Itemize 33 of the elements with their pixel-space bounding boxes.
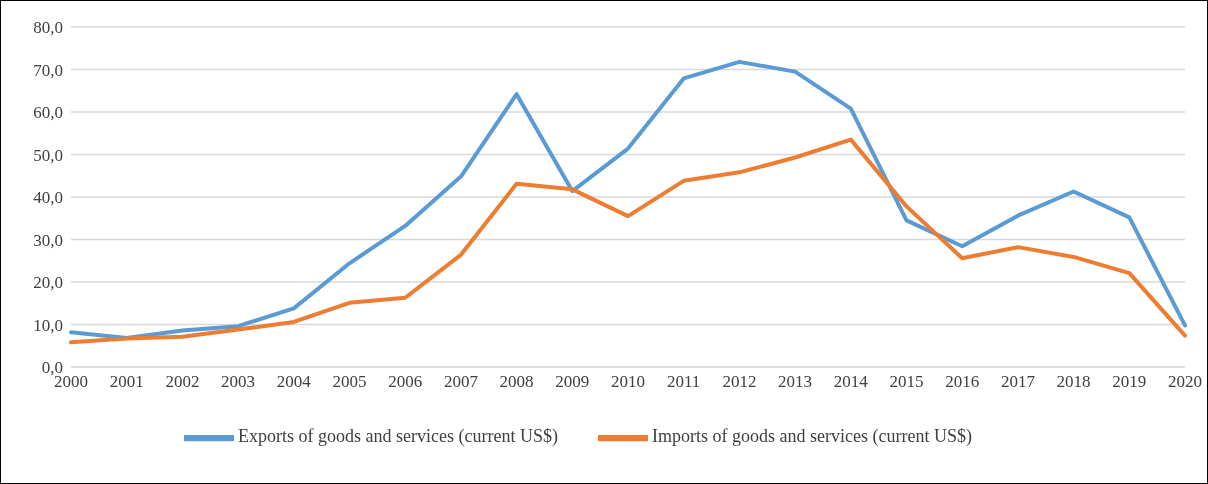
x-tick-label: 2020 [1168,372,1202,392]
x-tick-label: 2000 [54,372,88,392]
y-tick-label: 40,0 [33,188,63,208]
x-tick-label: 2011 [667,372,701,392]
x-tick-label: 2001 [109,372,144,392]
line-series [69,137,1187,345]
x-tick-label: 2018 [1056,372,1091,392]
y-tick-label: 70,0 [33,60,63,80]
x-tick-label: 2017 [1000,372,1036,392]
x-tick-label: 2002 [165,372,200,392]
x-tick-label: 2016 [945,372,980,392]
x-tick-label: 2004 [276,372,312,392]
y-tick-label: 30,0 [33,230,63,250]
x-tick-label: 2014 [833,372,869,392]
y-tick-label: 80,0 [33,18,63,38]
line-series [69,59,1187,341]
x-tick-label: 2007 [443,372,479,392]
x-tick-label: 2019 [1112,372,1147,392]
legend-label: Imports of goods and services (current US$) [652,426,972,447]
x-tick-label: 2009 [555,372,590,392]
y-tick-label: 10,0 [33,315,63,335]
x-tick-label: 2003 [221,372,256,392]
x-tick-label: 2012 [722,372,757,392]
x-tick-label: 2005 [332,372,367,392]
legend-label: Exports of goods and services (current US$) [238,426,558,447]
x-tick-label: 2015 [889,372,924,392]
y-tick-label: 60,0 [33,103,63,123]
y-tick-label: 50,0 [33,145,63,165]
x-tick-label: 2013 [778,372,813,392]
x-tick-label: 2008 [499,372,534,392]
y-tick-label: 20,0 [33,273,63,293]
x-tick-label: 2006 [388,372,423,392]
x-tick-label: 2010 [611,372,645,392]
